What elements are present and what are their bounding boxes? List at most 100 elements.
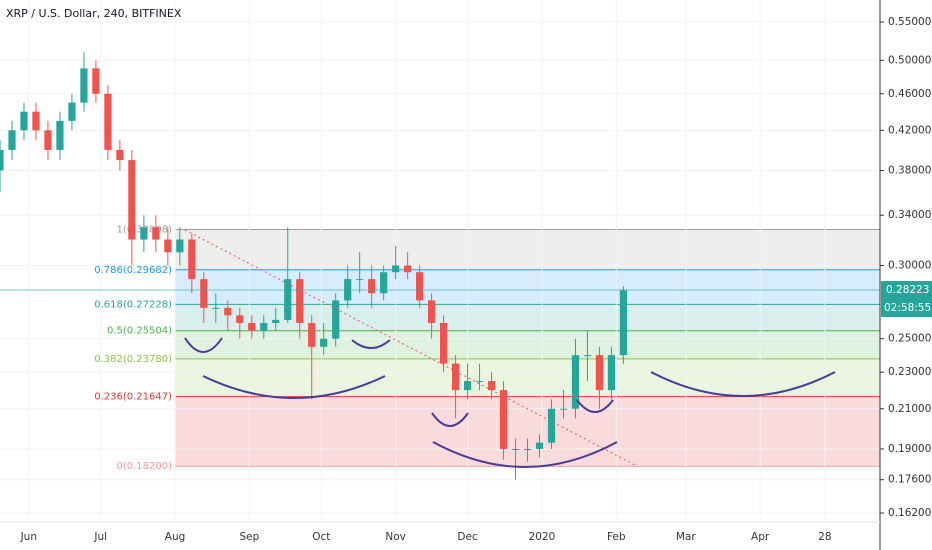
candle-body	[176, 239, 184, 253]
candle-body	[595, 355, 604, 391]
x-tick-label: Jul	[93, 531, 107, 543]
arc	[184, 337, 223, 353]
countdown: 02:58:55	[884, 302, 931, 314]
fib-label: 0.786(0.29682)	[94, 265, 172, 276]
candle-body	[308, 322, 316, 347]
x-tick-label: Mar	[676, 531, 696, 543]
y-tick-label: 0.25000	[888, 333, 931, 345]
y-tick-label: 0.55000	[888, 16, 931, 28]
candle-body	[140, 227, 148, 240]
candle-body	[511, 448, 520, 450]
candle-body	[0, 149, 4, 171]
arc	[576, 399, 614, 413]
candle-body	[475, 381, 484, 383]
candle-body	[224, 307, 232, 316]
candle-body	[248, 322, 256, 331]
chart-title: XRP / U.S. Dollar, 240, BITFINEX	[6, 7, 182, 20]
fib-label: 0.236(0.21647)	[94, 392, 172, 403]
y-tick-label: 0.46000	[888, 88, 931, 100]
candle-body	[463, 381, 472, 391]
candle-body	[487, 381, 496, 391]
candle-body	[404, 265, 412, 273]
fib-layer: 1(0.32808)0.786(0.29682)0.618(0.27228)0.…	[94, 225, 880, 472]
candle-body	[68, 102, 76, 121]
last-price-label: 0.28223	[886, 284, 929, 296]
x-tick-label: Nov	[385, 531, 406, 543]
y-tick-label: 0.38000	[888, 165, 931, 177]
y-tick-label: 0.19000	[888, 443, 931, 455]
candle-body	[8, 130, 16, 150]
x-tick-label: 28	[818, 531, 831, 543]
fib-zone	[175, 330, 880, 359]
x-tick-label: Feb	[607, 531, 626, 543]
fib-zone	[175, 229, 880, 270]
x-tick-label: Aug	[165, 531, 186, 543]
arc	[202, 375, 386, 399]
candle-body	[571, 355, 580, 409]
x-tick-label: Dec	[457, 531, 478, 543]
candle-body	[416, 272, 424, 301]
candle-body	[236, 315, 244, 323]
candle-body	[164, 239, 172, 253]
y-tick-label: 0.17600	[888, 474, 931, 486]
y-tick-label: 0.23000	[888, 366, 931, 378]
candle-body	[284, 279, 292, 320]
candle-body	[152, 227, 160, 240]
candle-body	[380, 272, 388, 294]
candle-body	[200, 279, 208, 308]
candle-body	[547, 408, 556, 443]
candle-layer	[0, 52, 628, 480]
fib-label: 0.618(0.27228)	[94, 299, 172, 310]
x-tick-label: Jun	[20, 531, 37, 543]
candle-body	[20, 111, 28, 131]
y-tick-label: 0.30000	[888, 259, 931, 271]
last-price-tag	[881, 281, 932, 318]
candle-body	[92, 68, 100, 94]
candle-body	[332, 300, 340, 339]
candle-body	[44, 130, 52, 150]
candle-body	[56, 120, 64, 150]
candle-body	[392, 265, 400, 273]
candle-body	[451, 363, 460, 391]
fib-zone	[175, 304, 880, 331]
candle-body	[619, 290, 628, 356]
candle-body	[428, 300, 436, 323]
y-tick-label: 0.16200	[888, 507, 931, 519]
x-tick-label: 2020	[529, 531, 556, 543]
candle-body	[320, 338, 328, 347]
candle-body	[296, 279, 304, 323]
candle-body	[32, 111, 40, 131]
candle-body	[188, 239, 196, 280]
candle-body	[499, 390, 508, 449]
fib-zone	[175, 358, 880, 397]
arc	[650, 371, 836, 397]
arc	[351, 339, 391, 349]
y-tick-label: 0.42000	[888, 124, 931, 136]
pattern-arcs	[184, 337, 836, 468]
candle-body	[128, 160, 136, 240]
candle-body	[535, 442, 544, 449]
candle-body	[116, 149, 124, 161]
y-tick-label: 0.50000	[888, 54, 931, 66]
candle-body	[272, 319, 280, 323]
candle-body	[440, 322, 448, 364]
arc	[432, 441, 618, 468]
candle-body	[212, 307, 220, 309]
fib-zone	[175, 269, 880, 305]
candle-body	[104, 93, 112, 150]
x-tick-label: Oct	[312, 531, 330, 543]
candle-body	[356, 279, 364, 281]
candle-body	[260, 322, 268, 331]
y-tick-label: 0.21000	[888, 403, 931, 415]
fib-label: 0(0.18200)	[117, 461, 173, 472]
candle-body	[583, 355, 592, 357]
y-tick-label: 0.34000	[888, 209, 931, 221]
candle-body	[368, 279, 376, 294]
fib-label: 0.5(0.25504)	[107, 326, 172, 337]
x-tick-label: Sep	[239, 531, 259, 543]
arc	[431, 412, 469, 427]
fib-label: 0.382(0.23780)	[94, 354, 172, 365]
candle-body	[559, 408, 568, 410]
